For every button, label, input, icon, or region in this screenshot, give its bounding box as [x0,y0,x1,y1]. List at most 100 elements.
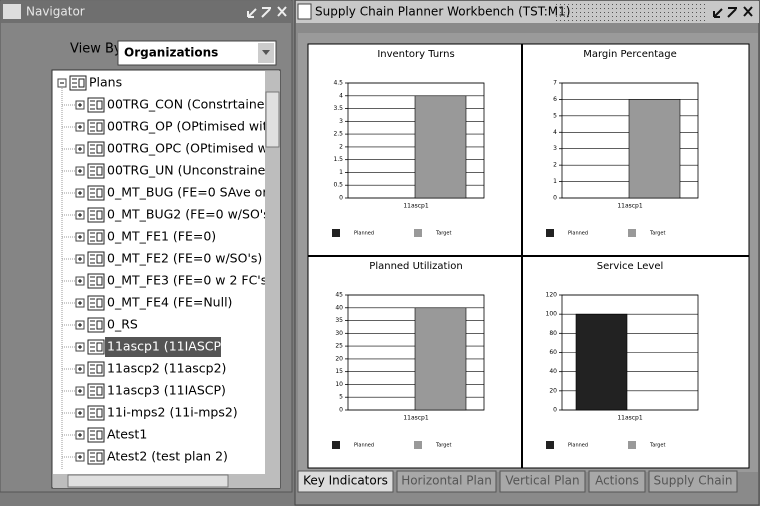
legend-label: Planned [568,231,588,237]
chart-title: Planned Utilization [369,261,462,272]
plan-icon-detail [90,166,103,176]
h-scroll-thumb[interactable] [67,474,229,488]
app-icon [3,4,21,19]
expander-sign [78,279,82,283]
tree-item[interactable]: 00TRG_OPC (OPtimised w [107,141,268,156]
y-tick-label: 35 [335,317,343,324]
navigator-buttons[interactable] [247,6,287,18]
tree-item[interactable]: Atest1 [107,427,147,442]
tab-label[interactable]: Vertical Plan [505,474,579,488]
navigator-title: Navigator [26,5,85,19]
tree-root[interactable]: Plans [89,75,122,90]
tab[interactable] [297,470,394,493]
legend-swatch [332,229,340,237]
tree-item[interactable]: 11ascp2 (11ascp2) [107,361,226,376]
plan-icon-detail [90,342,103,352]
legend-label: Planned [354,231,374,237]
y-tick-label: 1.5 [333,156,343,163]
v-scrollbar[interactable] [265,71,280,474]
y-tick-label: 5 [553,112,557,119]
y-tick-label: 0 [339,195,343,202]
expander-sign [78,257,82,261]
tree-item[interactable]: 0_MT_FE1 (FE=0) [107,229,216,244]
tree-item[interactable]: 00TRG_OP (OPtimised with [107,119,275,134]
plan-icon-detail [90,210,103,220]
plan-icon-detail [90,254,103,264]
y-tick-label: 0 [339,407,343,414]
y-tick-label: 2 [339,143,343,150]
plan-icon-detail [90,232,103,242]
view-by-label: View By [70,42,122,57]
tree-item[interactable]: 0_MT_BUG2 (FE=0 w/SO's [107,207,270,222]
y-tick-label: 3 [339,118,343,125]
y-tick-label: 40 [335,304,343,311]
v-scroll-thumb[interactable] [265,91,280,148]
y-tick-label: 4 [553,129,557,136]
chart-title: Service Level [597,261,664,272]
dropdown-arrow [262,50,270,55]
view-by-dropdown[interactable] [117,40,277,66]
y-tick-label: 5 [339,394,343,401]
tree-item[interactable]: 11ascp1 (11IASCP) [107,339,226,354]
expander-sign [78,367,82,371]
y-tick-label: 120 [546,292,558,299]
legend-label: Target [435,443,452,449]
tree-item[interactable]: 0_MT_FE4 (FE=Null) [107,295,232,310]
y-tick-label: 45 [335,292,343,299]
plan-icon-detail [90,298,103,308]
y-tick-label: 60 [549,349,557,356]
legend-swatch [414,441,422,449]
tree-item[interactable]: 11ascp3 (11IASCP) [107,383,226,398]
y-tick-label: 0.5 [333,182,343,189]
expander-sign [78,213,82,217]
plan-icon-detail [72,78,85,88]
legend-swatch [628,441,636,449]
expander-sign [78,103,82,107]
expander-sign [78,169,82,173]
legend-label: Planned [354,443,374,449]
tree-item[interactable]: 00TRG_CON (Constrtained [107,97,272,112]
tree-item[interactable]: 0_MT_BUG (FE=0 SAve or [107,185,268,200]
bar [628,99,681,199]
y-tick-label: 15 [335,368,343,375]
y-tick-label: 6 [553,96,557,103]
chart-title: Margin Percentage [583,49,677,60]
legend-label: Target [649,231,666,237]
tab-label[interactable]: Actions [595,474,639,488]
tab[interactable] [648,470,738,493]
workbench-title: Supply Chain Planner Workbench (TST:M1) [315,5,570,19]
y-tick-label: 0 [553,407,557,414]
y-tick-label: 40 [549,368,557,375]
legend-swatch [546,441,554,449]
tab[interactable] [396,470,497,493]
tab-label[interactable]: Supply Chain [654,474,733,488]
expander-sign [78,235,82,239]
tab-label[interactable]: Key Indicators [303,474,388,488]
y-tick-label: 1 [553,178,557,185]
plan-icon-detail [90,452,103,462]
tree-item[interactable]: 00TRG_UN (Unconstrained [107,163,273,178]
y-tick-label: 1 [339,169,343,176]
view-by-value: Organizations [124,46,218,60]
legend-label: Planned [568,443,588,449]
expander-sign [78,345,82,349]
legend-swatch [332,441,340,449]
tree-item[interactable]: 0_MT_FE2 (FE=0 w/SO's) [107,251,262,266]
chart-title: Inventory Turns [377,49,454,60]
tree-item[interactable]: 0_RS [107,317,138,332]
bar [414,307,467,411]
tab-label[interactable]: Horizontal Plan [401,474,492,488]
charts: Inventory Turns 0 0.5 1 1.5 2 2.5 3 3.5 4 4.5 11asc… [332,49,699,449]
y-tick-label: 7 [553,80,557,87]
tab[interactable] [499,470,586,493]
legend-swatch [414,229,422,237]
tree-item[interactable]: 0_MT_FE3 (FE=0 w 2 FC's) [107,273,272,288]
tree-item[interactable]: 11i-mps2 (11i-mps2) [107,405,238,420]
tree-item[interactable]: Atest2 (test plan 2) [107,449,228,464]
workbench-buttons[interactable] [713,6,753,18]
y-tick-label: 3 [553,145,557,152]
expander-sign [78,323,82,327]
tab[interactable] [588,470,646,493]
